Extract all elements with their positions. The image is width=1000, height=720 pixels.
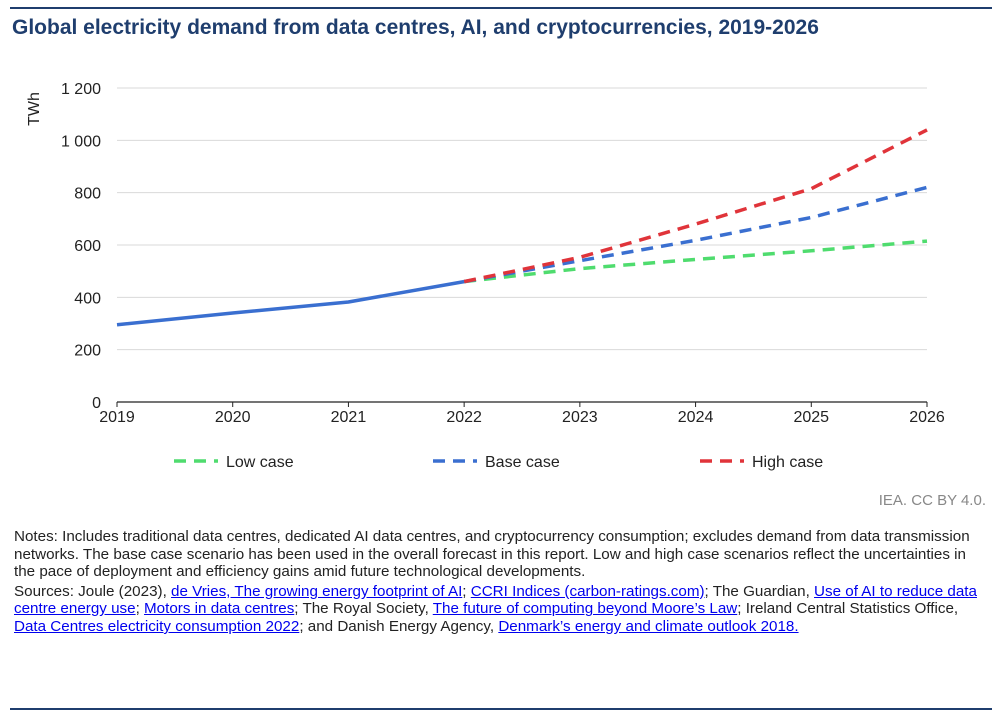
y-tick-label: 600 bbox=[74, 238, 101, 255]
legend-label: High case bbox=[752, 454, 823, 471]
series-line-high-case bbox=[463, 128, 928, 284]
x-tick-label: 2019 bbox=[99, 409, 135, 426]
sources-separator: ; Ireland Central Statistics Office, bbox=[737, 600, 959, 618]
x-tick-label: 2022 bbox=[446, 409, 482, 426]
notes-text: Notes: Includes traditional data centres… bbox=[14, 528, 970, 581]
sources-separator: ; The Royal Society, bbox=[294, 600, 433, 618]
x-tick-label: 2023 bbox=[562, 409, 598, 426]
source-link-moores-law[interactable]: The future of computing beyond Moore’s L… bbox=[432, 600, 738, 618]
x-tick-label: 2020 bbox=[215, 409, 251, 426]
series-layer bbox=[116, 128, 928, 327]
gridlines bbox=[117, 87, 927, 351]
series-line-historical bbox=[116, 279, 465, 327]
y-tick-label: 0 bbox=[92, 395, 101, 412]
source-link-cso[interactable]: Data Centres electricity consumption 202… bbox=[14, 617, 300, 635]
x-tick-label: 2025 bbox=[793, 409, 829, 426]
bottom-rule bbox=[10, 708, 992, 710]
legend-label: Base case bbox=[485, 454, 560, 471]
chart-title: Global electricity demand from data cent… bbox=[12, 16, 819, 39]
line-chart: 0 200 400 600 800 1 000 1 200 2019 2020 2021 2022 2… bbox=[26, 81, 945, 471]
legend: Low case Base case High case bbox=[174, 454, 823, 471]
y-tick-label: 1 000 bbox=[61, 133, 101, 150]
x-tick-label: 2021 bbox=[331, 409, 367, 426]
source-link-motors[interactable]: Motors in data centres bbox=[144, 600, 295, 618]
y-tick-label: 800 bbox=[74, 186, 101, 203]
y-tick-label: 200 bbox=[74, 343, 101, 360]
sources-separator: ; The Guardian, bbox=[704, 582, 815, 600]
sources-separator: ; bbox=[135, 600, 145, 618]
source-link-de-vries[interactable]: de Vries, The growing energy footprint o… bbox=[171, 582, 463, 600]
sources-prefix: Sources: Joule (2023), bbox=[14, 582, 172, 600]
top-rule bbox=[10, 7, 992, 9]
source-link-ai-energy[interactable]: Use of AI to reduce data centre energy u… bbox=[14, 582, 977, 618]
credit-text: IEA. CC BY 4.0. bbox=[878, 492, 986, 509]
axes: 0 200 400 600 800 1 000 1 200 2019 2020 2021 2022 2… bbox=[26, 81, 945, 426]
legend-label: Low case bbox=[226, 454, 294, 471]
sources-separator: ; bbox=[462, 582, 471, 600]
series-line-low-case bbox=[463, 239, 928, 284]
y-tick-label: 400 bbox=[74, 290, 101, 307]
x-tick-label: 2026 bbox=[909, 409, 945, 426]
y-axis-label: TWh bbox=[26, 92, 43, 126]
notes-section: Notes: Includes traditional data centres… bbox=[14, 528, 989, 638]
sources-text: Sources: Joule (2023), de Vries, The gro… bbox=[14, 583, 989, 636]
source-link-danish-outlook[interactable]: Denmark’s energy and climate outlook 201… bbox=[498, 617, 799, 635]
sources-separator: ; and Danish Energy Agency, bbox=[299, 617, 499, 635]
x-tick-label: 2024 bbox=[678, 409, 714, 426]
source-link-ccri[interactable]: CCRI Indices (carbon-ratings.com) bbox=[470, 582, 705, 600]
y-tick-label: 1 200 bbox=[61, 81, 101, 98]
